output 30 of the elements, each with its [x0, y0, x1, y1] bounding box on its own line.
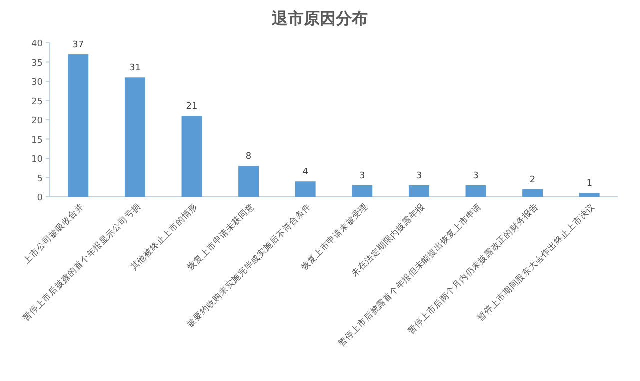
bar [408, 185, 430, 197]
data-label: 2 [530, 175, 536, 186]
bar [466, 185, 486, 197]
y-tick-label: 40 [32, 40, 44, 50]
chart-title: 退市原因分布 [271, 9, 368, 28]
y-tick-label: 5 [37, 174, 43, 184]
data-label: 4 [302, 168, 309, 178]
bar [238, 166, 260, 197]
y-tick-label: 25 [32, 97, 43, 108]
bar [579, 193, 600, 197]
y-tick-label: 15 [32, 136, 43, 146]
bar [68, 54, 89, 197]
data-label: 3 [416, 171, 422, 182]
y-tick-label: 10 [32, 155, 44, 165]
y-tick-label: 0 [37, 194, 44, 204]
bar [124, 78, 146, 197]
data-label: 37 [72, 40, 84, 51]
data-label: 8 [246, 152, 252, 162]
y-tick-label: 30 [32, 78, 44, 88]
bar [182, 116, 202, 197]
bar [295, 182, 316, 197]
data-label: 3 [360, 171, 366, 182]
data-label: 1 [586, 179, 592, 190]
y-tick-label: 20 [32, 116, 44, 126]
bar [522, 189, 544, 197]
data-label: 3 [473, 171, 479, 182]
data-label: 31 [129, 64, 141, 74]
y-tick-label: 35 [32, 58, 43, 69]
data-label: 21 [186, 102, 198, 112]
bar [352, 185, 373, 197]
